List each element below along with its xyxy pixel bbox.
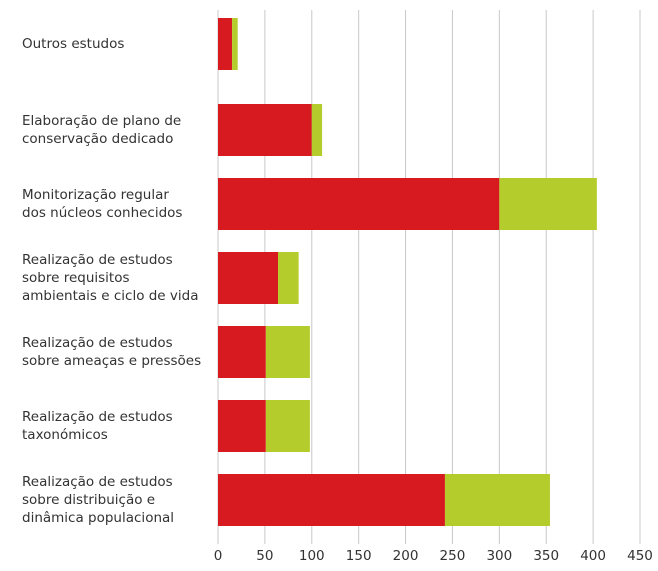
category-label-line: dos núcleos conhecidos bbox=[22, 205, 182, 221]
category-label-line: Realização de estudos bbox=[22, 252, 173, 268]
category-label: Realização de estudos sobre distribuição … bbox=[22, 474, 174, 526]
category-label: Realização de estudos taxonómicos bbox=[22, 409, 173, 443]
category-label-line: Realização de estudos bbox=[22, 335, 173, 351]
category-label-line: sobre distribuição e bbox=[22, 492, 155, 508]
x-tick-label: 150 bbox=[346, 548, 372, 564]
bar-segment bbox=[218, 178, 500, 230]
bar-segment bbox=[499, 178, 597, 230]
category-label-line: ambientais e ciclo de vida bbox=[22, 288, 199, 304]
bar-segment bbox=[218, 104, 312, 156]
x-tick-label: 350 bbox=[533, 548, 559, 564]
category-label-line: sobre ameaças e pressões bbox=[22, 353, 201, 369]
category-label-line: Elaboração de plano de bbox=[22, 113, 181, 129]
bar-segment bbox=[278, 252, 299, 304]
bar-segment bbox=[218, 252, 279, 304]
x-tick-label: 0 bbox=[214, 548, 223, 564]
category-label-line: dinâmica populacional bbox=[22, 510, 174, 526]
x-tick-label: 100 bbox=[299, 548, 325, 564]
category-label: Elaboração de plano de conservação dedica… bbox=[22, 113, 181, 147]
bar-segment bbox=[218, 400, 266, 452]
x-tick-label: 300 bbox=[486, 548, 512, 564]
category-label: Realização de estudos sobre ameaças e pre… bbox=[22, 335, 201, 369]
category-label-line: sobre requisitos bbox=[22, 270, 130, 286]
bar-segment bbox=[218, 326, 266, 378]
category-label: Monitorização regular dos núcleos conheci… bbox=[22, 187, 182, 221]
x-tick-label: 200 bbox=[393, 548, 419, 564]
x-tick-label: 50 bbox=[256, 548, 273, 564]
bar-segment bbox=[265, 326, 310, 378]
category-label-line: Realização de estudos bbox=[22, 474, 173, 490]
bar-segment bbox=[311, 104, 323, 156]
bar-segment bbox=[232, 18, 238, 70]
bar-segment bbox=[218, 18, 233, 70]
x-tick-label: 450 bbox=[627, 548, 653, 564]
category-label-line: Realização de estudos bbox=[22, 409, 173, 425]
x-tick-label: 400 bbox=[580, 548, 606, 564]
category-label: Realização de estudos sobre requisitos amb… bbox=[22, 252, 199, 304]
category-label-line: Outros estudos bbox=[22, 36, 124, 52]
bar-segment bbox=[265, 400, 310, 452]
bar-segment bbox=[218, 474, 445, 526]
x-tick-label: 250 bbox=[440, 548, 466, 564]
category-label-line: Monitorização regular bbox=[22, 187, 169, 203]
category-label-line: taxonómicos bbox=[22, 427, 108, 443]
category-label-line: conservação dedicado bbox=[22, 131, 173, 147]
bar-segment bbox=[444, 474, 550, 526]
category-label: Outros estudos bbox=[22, 36, 124, 52]
